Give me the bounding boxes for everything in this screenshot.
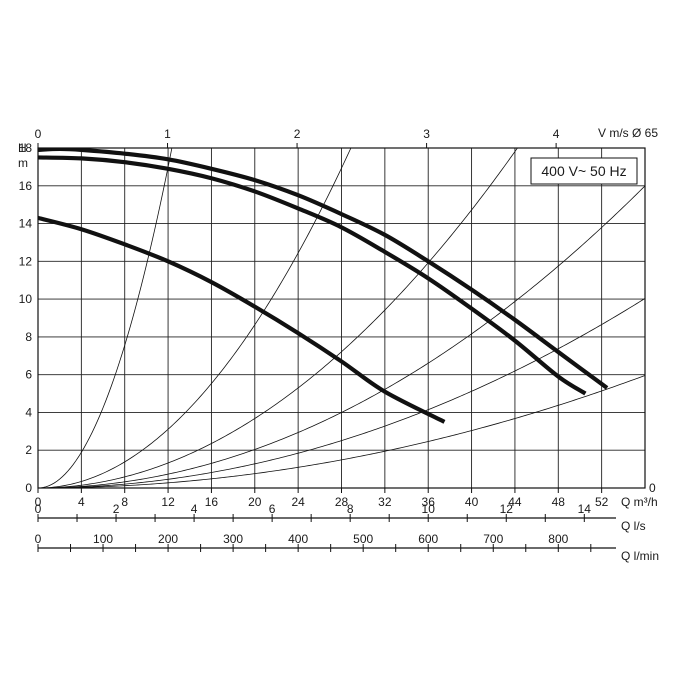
right-axis-zero: 0 (649, 481, 656, 495)
top-tick-label: 0 (35, 127, 42, 141)
secondary-tick-label: 600 (418, 532, 438, 546)
y-tick-label: 2 (25, 443, 32, 457)
secondary-tick-label: 0 (35, 532, 42, 546)
top-tick-label: 4 (553, 127, 560, 141)
top-tick-label: 1 (164, 127, 171, 141)
pump-curves (38, 148, 609, 424)
system-curve (38, 185, 645, 488)
secondary-tick-label: 500 (353, 532, 373, 546)
top-tick-label: 3 (423, 127, 430, 141)
system-curve (38, 148, 173, 488)
y-tick-label: 6 (25, 368, 32, 382)
x-tick-label: 44 (508, 495, 522, 509)
x-tick-label: 32 (378, 495, 392, 509)
secondary-tick-label: 200 (158, 532, 178, 546)
secondary-tick-label: 800 (548, 532, 568, 546)
y-tick-label: 16 (19, 179, 33, 193)
secondary-tick-label: 0 (35, 502, 42, 516)
secondary-tick-label: 10 (422, 502, 436, 516)
y-tick-label: 0 (25, 481, 32, 495)
top-axis-title: V m/s Ø 65 (598, 126, 658, 140)
grid (38, 147, 645, 488)
x-tick-label: 40 (465, 495, 479, 509)
system-curve (38, 148, 352, 488)
y-tick-label: 18 (19, 141, 33, 155)
ls-axis-title: Q l/s (621, 519, 646, 533)
y-axis-title: H (18, 141, 27, 155)
x-tick-label: 16 (205, 495, 219, 509)
system-curve (38, 148, 518, 488)
pump-curve-2 (38, 155, 587, 396)
pump-curve-1 (38, 148, 609, 390)
secondary-tick-label: 12 (500, 502, 514, 516)
secondary-tick-label: 14 (578, 502, 592, 516)
system-curve (38, 298, 645, 488)
x-tick-label: 48 (552, 495, 566, 509)
y-tick-label: 4 (25, 405, 32, 419)
system-curves (38, 148, 645, 488)
system-curve (38, 375, 645, 488)
y-axis-unit: m (18, 156, 28, 170)
x-tick-label: 28 (335, 495, 349, 509)
voltage-frequency-badge: 400 V~ 50 Hz (530, 157, 638, 185)
badge-label: 400 V~ 50 Hz (541, 163, 626, 179)
x-tick-label: 8 (121, 495, 128, 509)
secondary-tick-label: 300 (223, 532, 243, 546)
secondary-tick-label: 4 (191, 502, 198, 516)
lmin-axis-title: Q l/min (621, 549, 659, 563)
y-tick-label: 10 (19, 292, 33, 306)
y-tick-label: 8 (25, 330, 32, 344)
secondary-tick-label: 400 (288, 532, 308, 546)
x-tick-label: 12 (161, 495, 175, 509)
top-tick-label: 2 (294, 127, 301, 141)
x-axis-title: Q m³/h (621, 495, 658, 509)
secondary-tick-label: 2 (113, 502, 120, 516)
secondary-tick-label: 700 (483, 532, 503, 546)
pump-curve-3 (38, 215, 446, 424)
x-tick-label: 4 (78, 495, 85, 509)
y-tick-label: 14 (19, 217, 33, 231)
x-tick-label: 20 (248, 495, 262, 509)
secondary-tick-label: 100 (93, 532, 113, 546)
x-tick-label: 36 (422, 495, 436, 509)
y-tick-label: 12 (19, 254, 33, 268)
x-tick-label: 24 (291, 495, 305, 509)
x-tick-label: 52 (595, 495, 609, 509)
secondary-tick-label: 6 (269, 502, 276, 516)
x-tick-label: 0 (35, 495, 42, 509)
secondary-tick-label: 8 (347, 502, 354, 516)
